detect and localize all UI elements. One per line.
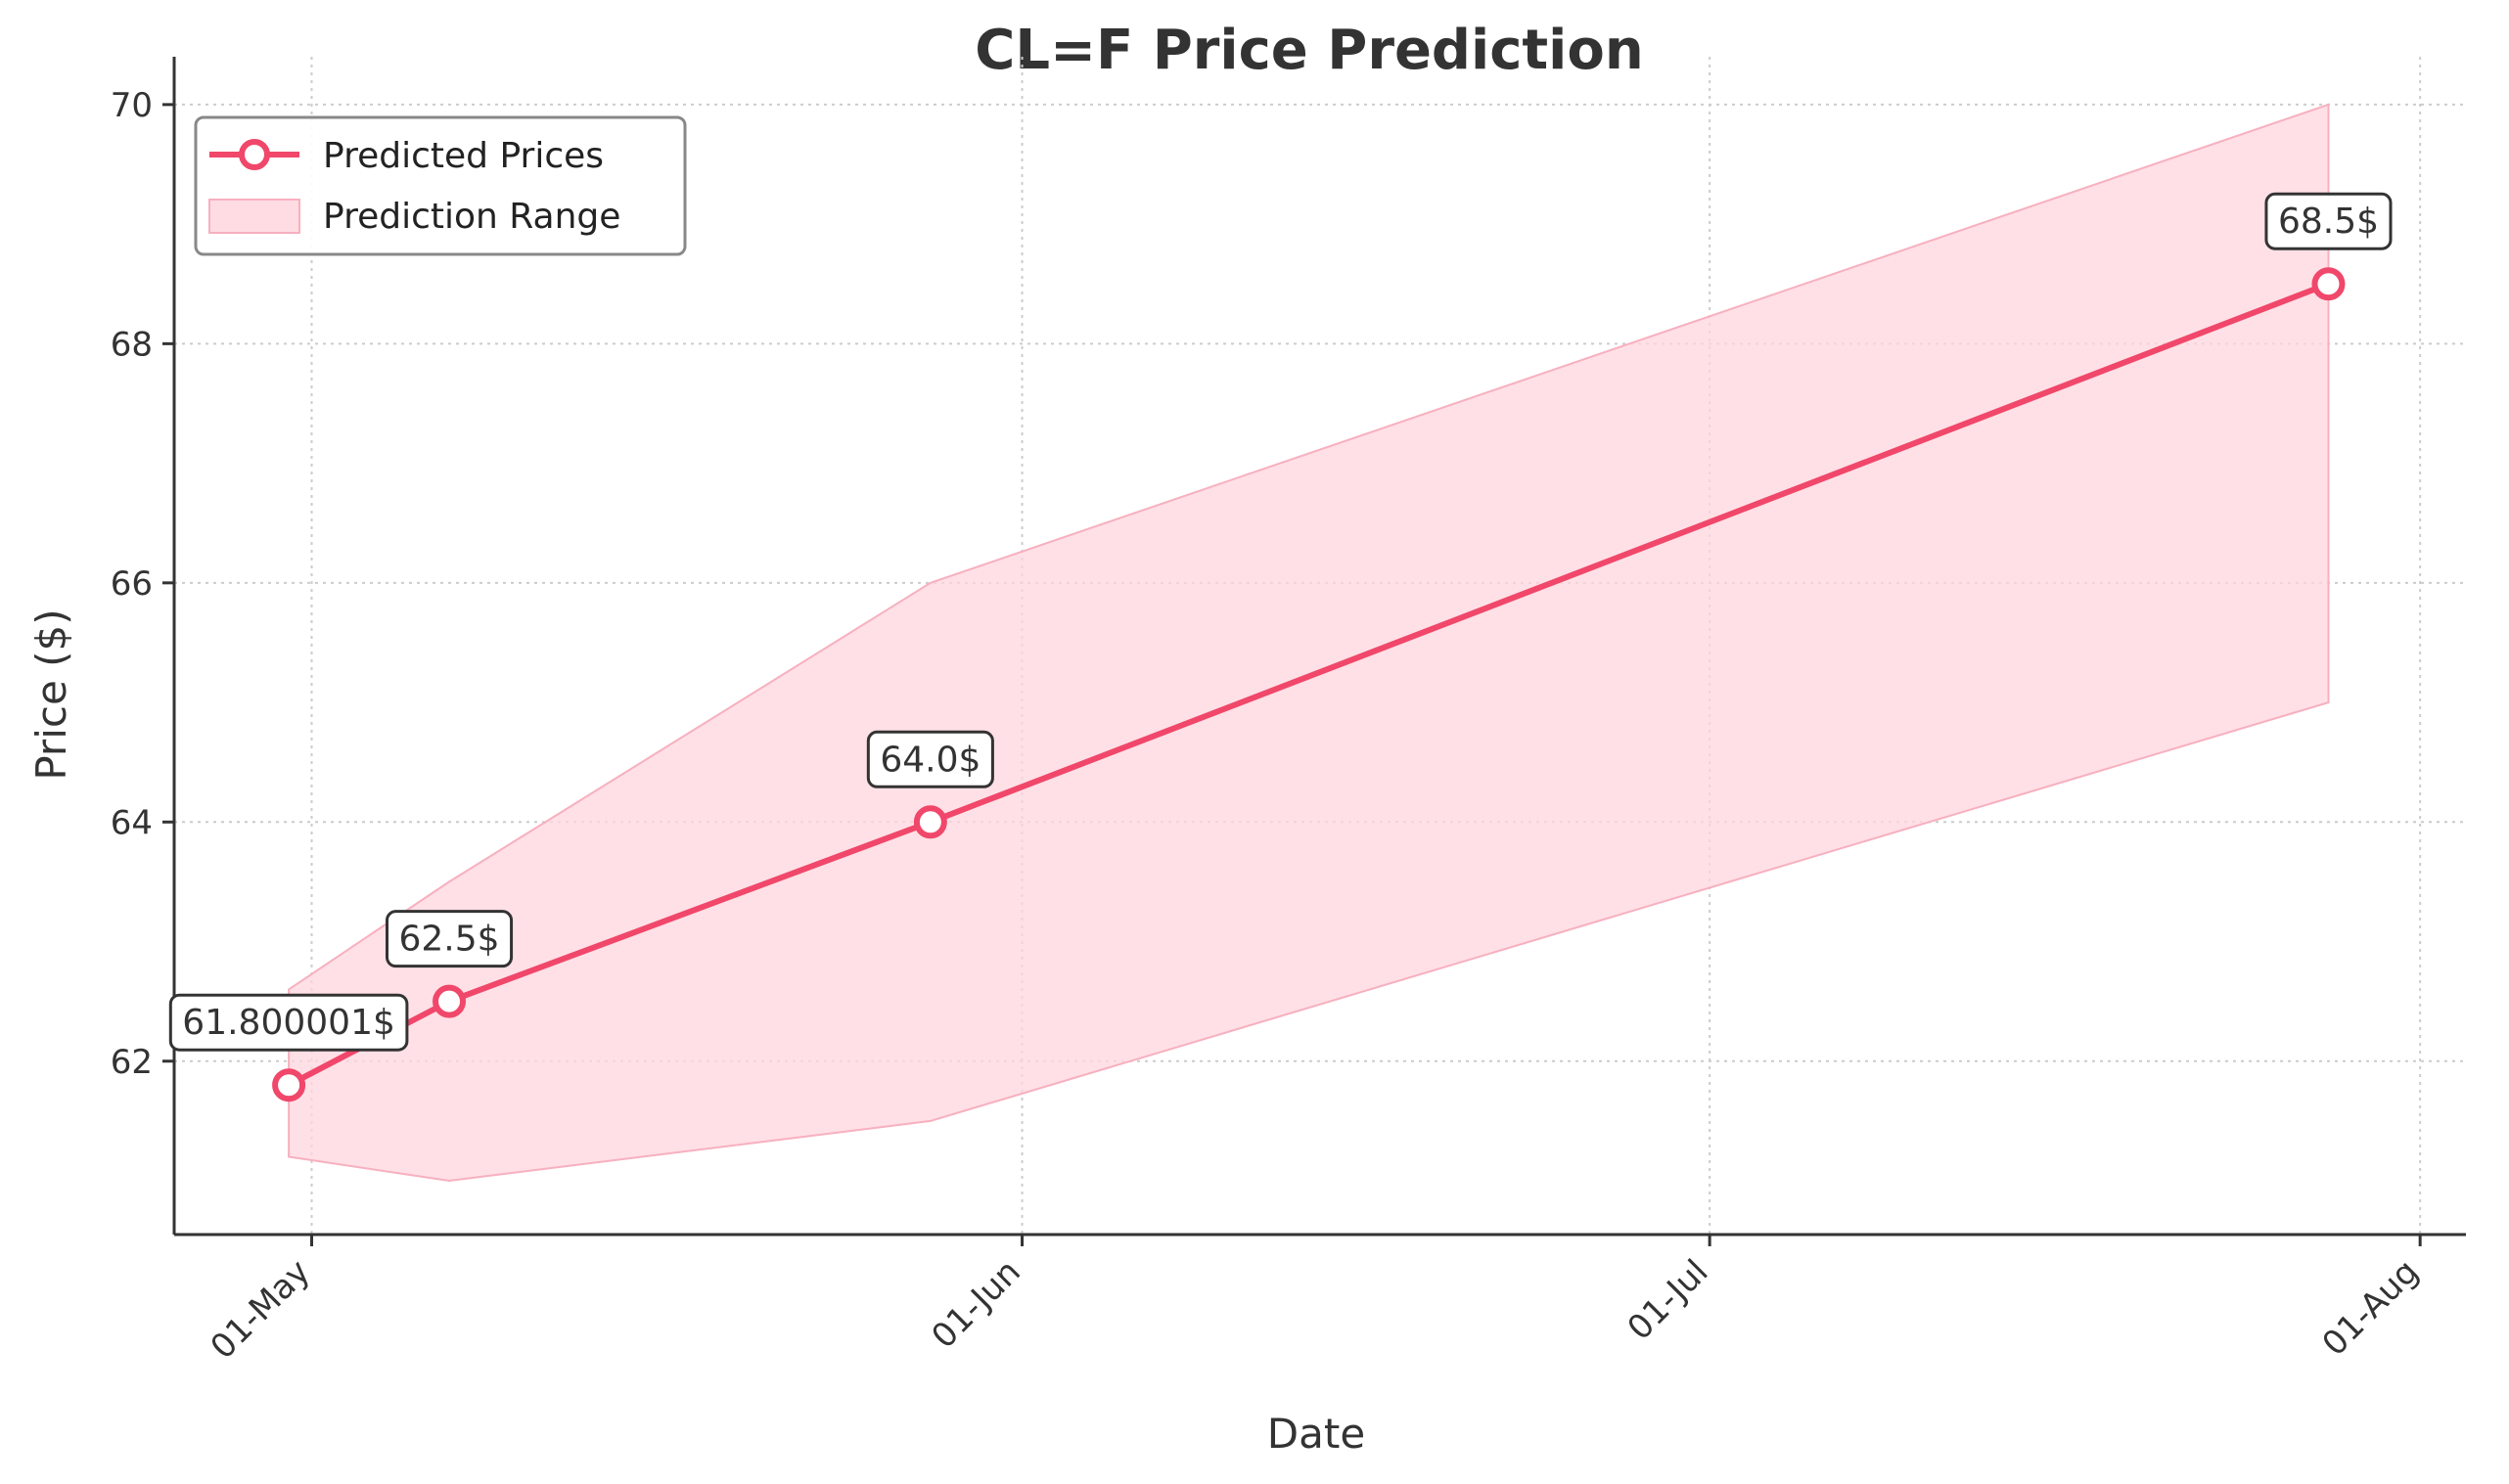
data-point-marker bbox=[2311, 267, 2346, 301]
x-tick-label: 01-Jul bbox=[1620, 1252, 1716, 1348]
legend-label-predicted-prices: Predicted Prices bbox=[323, 136, 604, 176]
x-tick-label: 01-Jun bbox=[924, 1252, 1027, 1356]
y-axis-label: Price ($) bbox=[27, 608, 75, 780]
data-label-group: 61.800001$ bbox=[168, 993, 409, 1052]
data-label-box bbox=[866, 730, 994, 788]
data-label-box bbox=[168, 993, 409, 1052]
data-point-marker bbox=[272, 1068, 306, 1102]
data-point-marker bbox=[433, 984, 467, 1018]
data-label: 61.800001$ bbox=[182, 1003, 395, 1043]
x-tick-label: 01-May bbox=[204, 1252, 318, 1367]
y-tick-label: 70 bbox=[111, 86, 153, 125]
legend-label-prediction-range: Prediction Range bbox=[323, 197, 620, 237]
prediction-range-band bbox=[288, 103, 2330, 1183]
legend-fill-swatch bbox=[208, 199, 300, 234]
x-tick-label: 01-Aug bbox=[2315, 1252, 2427, 1364]
data-label-group: 62.5$ bbox=[386, 910, 514, 968]
data-label: 64.0$ bbox=[880, 740, 981, 780]
data-label-box bbox=[386, 910, 514, 968]
chart-title: CL=F Price Prediction bbox=[975, 19, 1643, 82]
y-tick-label: 66 bbox=[111, 564, 153, 604]
data-labels: 61.800001$ 62.5$ 64.0$ 68.5$ bbox=[168, 192, 2393, 1052]
legend: Predicted Prices Prediction Range bbox=[194, 115, 687, 256]
data-label: 62.5$ bbox=[399, 920, 500, 960]
data-label-group: 64.0$ bbox=[866, 730, 994, 788]
data-label-box bbox=[2264, 192, 2393, 250]
data-label-group: 68.5$ bbox=[2264, 192, 2393, 250]
x-axis-label: Date bbox=[1267, 1410, 1365, 1458]
y-tick-label: 64 bbox=[111, 803, 153, 842]
y-tick-label: 68 bbox=[111, 325, 153, 364]
data-label: 68.5$ bbox=[2278, 202, 2379, 242]
y-tick-label: 62 bbox=[111, 1043, 153, 1082]
data-point-marker bbox=[913, 805, 947, 839]
prediction-range-area bbox=[288, 103, 2330, 1183]
legend-box bbox=[194, 115, 687, 256]
legend-marker-swatch bbox=[239, 139, 270, 170]
